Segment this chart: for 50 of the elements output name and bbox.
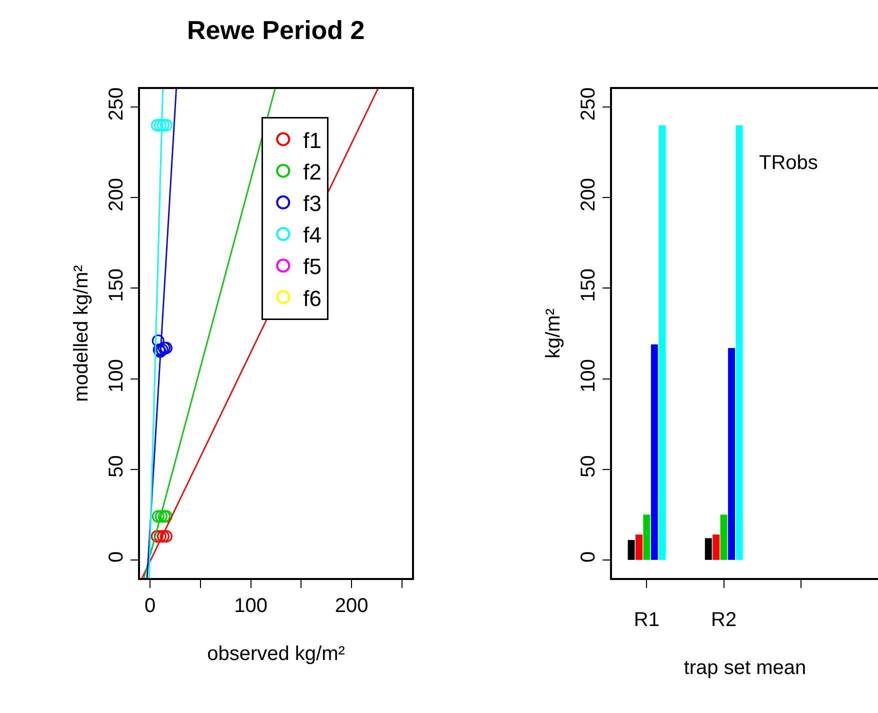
chart-title: Rewe Period 2 — [187, 15, 365, 45]
point — [160, 530, 172, 543]
point — [150, 530, 164, 543]
y-tick-label: 200 — [577, 178, 600, 212]
legend-label: f4 — [303, 222, 322, 248]
bar — [736, 125, 743, 560]
bar — [643, 514, 650, 560]
point — [160, 118, 172, 132]
legend-label: f5 — [303, 254, 322, 280]
point — [156, 118, 170, 132]
legend-label: f2 — [303, 159, 322, 184]
bar — [704, 538, 712, 560]
point — [156, 530, 170, 543]
y-tick-label: 150 — [577, 268, 600, 302]
point — [154, 510, 168, 523]
point — [152, 510, 164, 523]
legend-label: f3 — [303, 191, 322, 216]
point — [154, 118, 166, 132]
bar — [658, 125, 666, 560]
bar — [712, 534, 720, 560]
bar — [636, 534, 642, 560]
annotation: TRobs — [759, 152, 818, 174]
y-tick-label: 50 — [105, 455, 128, 478]
point — [154, 530, 166, 543]
y-tick-label: 0 — [105, 551, 128, 562]
y-axis-title: kg/m² — [542, 308, 564, 358]
y-tick-label: 50 — [577, 455, 600, 478]
x-tick-label: R1 — [634, 608, 660, 631]
bar — [728, 348, 735, 560]
x-axis-title: trap set mean — [684, 656, 806, 679]
x-axis-title: observed kg/m² — [207, 642, 346, 665]
legend-label: f1 — [303, 128, 322, 153]
x-tick-label: 100 — [234, 594, 268, 617]
y-tick-label: 250 — [577, 87, 600, 121]
legend-label: f6 — [303, 286, 322, 311]
x-tick-label: R2 — [711, 608, 737, 631]
y-tick-label: 100 — [577, 359, 600, 392]
y-tick-label: 250 — [105, 87, 128, 121]
x-tick-label: 200 — [334, 594, 368, 617]
y-tick-label: 200 — [105, 178, 128, 212]
y-tick-label: 150 — [105, 268, 128, 302]
bar — [720, 514, 728, 560]
point — [150, 118, 164, 132]
bar — [650, 344, 658, 560]
y-tick-label: 100 — [105, 359, 128, 392]
y-tick-label: 0 — [577, 551, 600, 562]
bar — [628, 540, 635, 560]
x-tick-label: 0 — [144, 594, 156, 617]
point — [152, 334, 164, 347]
y-axis-title: modelled kg/m² — [70, 264, 92, 402]
